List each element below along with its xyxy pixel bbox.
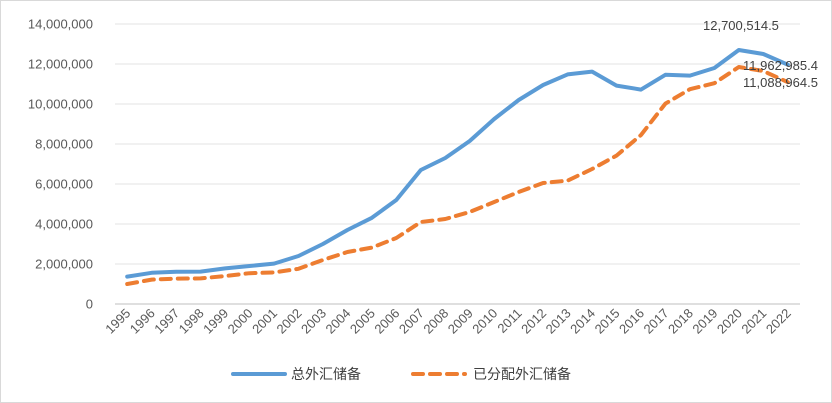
y-tick-label: 12,000,000 [28,57,93,72]
x-tick-label: 2009 [445,306,476,337]
legend: 总外汇储备 已分配外汇储备 [231,366,571,383]
x-tick-label: 1997 [151,306,182,337]
x-tick-label: 1999 [200,306,231,337]
series-line-total [125,48,790,279]
x-tick-label: 2006 [371,306,402,337]
x-tick-label: 2001 [249,306,280,337]
x-tick-label: 1995 [102,306,133,337]
y-tick-label: 14,000,000 [28,17,93,32]
x-tick-label: 2003 [298,306,329,337]
x-tick-label: 2022 [763,306,794,337]
x-tick-label: 2016 [616,306,647,337]
x-tick-label: 2014 [567,306,598,337]
data-label-2022-allocated: 11,088,964.5 [743,75,818,90]
x-tick-label: 2017 [641,306,672,337]
x-tick-label: 2011 [494,306,524,336]
x-tick-label: 2002 [274,306,305,337]
x-tick-label: 2013 [543,306,574,337]
x-tick-label: 2000 [225,306,256,337]
y-tick-label: 0 [86,297,93,312]
y-tick-label: 10,000,000 [28,97,93,112]
gridlines [115,23,800,305]
x-tick-label: 2019 [689,306,720,337]
x-tick-label: 2020 [714,306,745,337]
data-label-2020-total: 12,700,514.5 [703,18,779,33]
series-line-allocated [125,65,790,286]
y-tick-label: 2,000,000 [35,257,93,272]
x-tick-label: 2021 [738,306,769,337]
legend-label-allocated: 已分配外汇储备 [473,366,571,383]
y-tick-label: 4,000,000 [35,217,93,232]
x-tick-label: 2005 [347,306,378,337]
y-axis-tick-labels: 0 2,000,000 4,000,000 6,000,000 8,000,000 10,… [28,17,93,312]
data-label-2022-total: 11,962,985.4 [743,58,818,73]
x-tick-label: 2015 [592,306,623,337]
x-axis-tick-labels: 1995199619971998199920002001200220032004… [102,306,794,337]
x-tick-label: 2018 [665,306,696,337]
x-tick-label: 2012 [518,306,549,337]
x-tick-label: 1998 [176,306,207,337]
x-tick-label: 2010 [469,306,500,337]
x-tick-label: 2008 [420,306,451,337]
series-lines [125,48,790,286]
x-tick-label: 2004 [322,306,353,337]
legend-label-total: 总外汇储备 [291,366,361,383]
x-tick-label: 2007 [396,306,427,337]
x-tick-label: 1996 [127,306,158,337]
data-labels: 12,700,514.5 11,962,985.4 11,088,964.5 [703,18,818,90]
y-tick-label: 8,000,000 [35,137,93,152]
y-tick-label: 6,000,000 [35,177,93,192]
